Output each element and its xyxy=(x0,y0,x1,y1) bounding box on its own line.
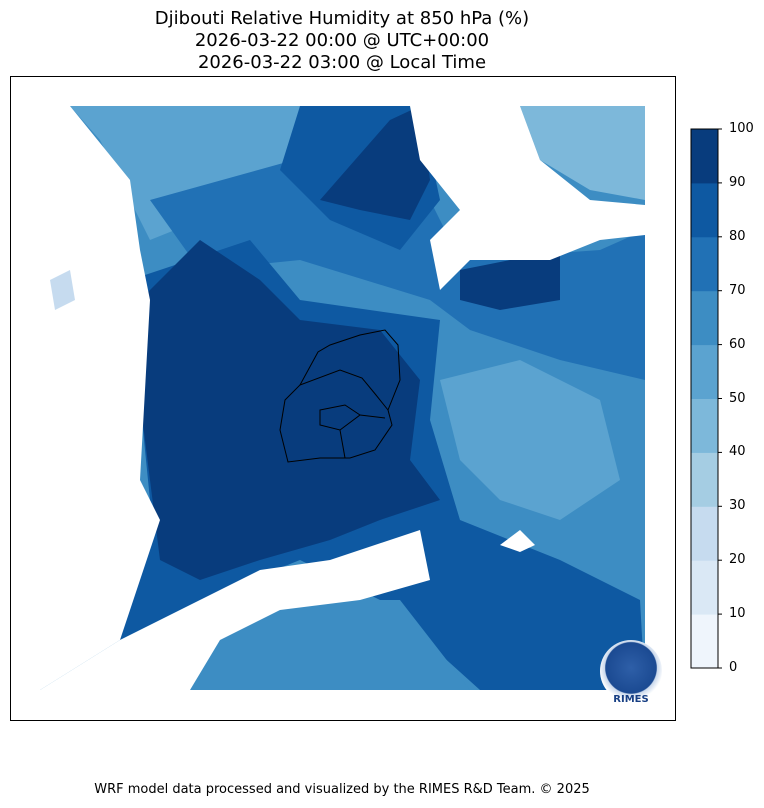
colorbar-band xyxy=(691,182,718,238)
colorbar-tick-label: 100 xyxy=(729,121,754,136)
colorbar-band xyxy=(691,290,718,346)
colorbar-band xyxy=(691,452,718,507)
colorbar-tick-label: 20 xyxy=(729,552,746,568)
title-line-3: 2026-03-22 03:00 @ Local Time xyxy=(197,52,487,73)
colorbar-band xyxy=(691,398,718,453)
colorbar-tick-label: 90 xyxy=(729,174,746,190)
title-line-2: 2026-03-22 00:00 @ UTC+00:00 xyxy=(194,30,490,51)
colorbar-tick-label: 50 xyxy=(729,390,746,406)
djibouti-border xyxy=(279,329,401,463)
colorbar-band xyxy=(691,560,718,615)
colorbar-band xyxy=(691,614,718,669)
footer-credit: WRF model data processed and visualized … xyxy=(94,782,590,797)
rimes-logo: RIMES xyxy=(600,640,662,705)
colorbar-tick-label: 10 xyxy=(729,606,746,622)
title-line-1: Djibouti Relative Humidity at 850 hPa (%… xyxy=(154,8,530,29)
colorbar-tick-label: 80 xyxy=(729,228,746,244)
contour-fill xyxy=(40,106,675,720)
colorbar-tick-label: 30 xyxy=(729,498,746,514)
colorbar-tick-label: 70 xyxy=(729,282,746,298)
colorbar-band xyxy=(691,129,718,184)
colorbar xyxy=(690,128,722,669)
colorbar-tick-label: 40 xyxy=(729,444,746,460)
colorbar-tick-label: 60 xyxy=(729,336,746,352)
colorbar-band xyxy=(691,506,718,561)
rimes-logo-text: RIMES xyxy=(613,694,649,705)
colorbar-tick-label: 0 xyxy=(729,660,738,675)
colorbar-band xyxy=(691,344,718,399)
colorbar-band xyxy=(691,236,718,292)
